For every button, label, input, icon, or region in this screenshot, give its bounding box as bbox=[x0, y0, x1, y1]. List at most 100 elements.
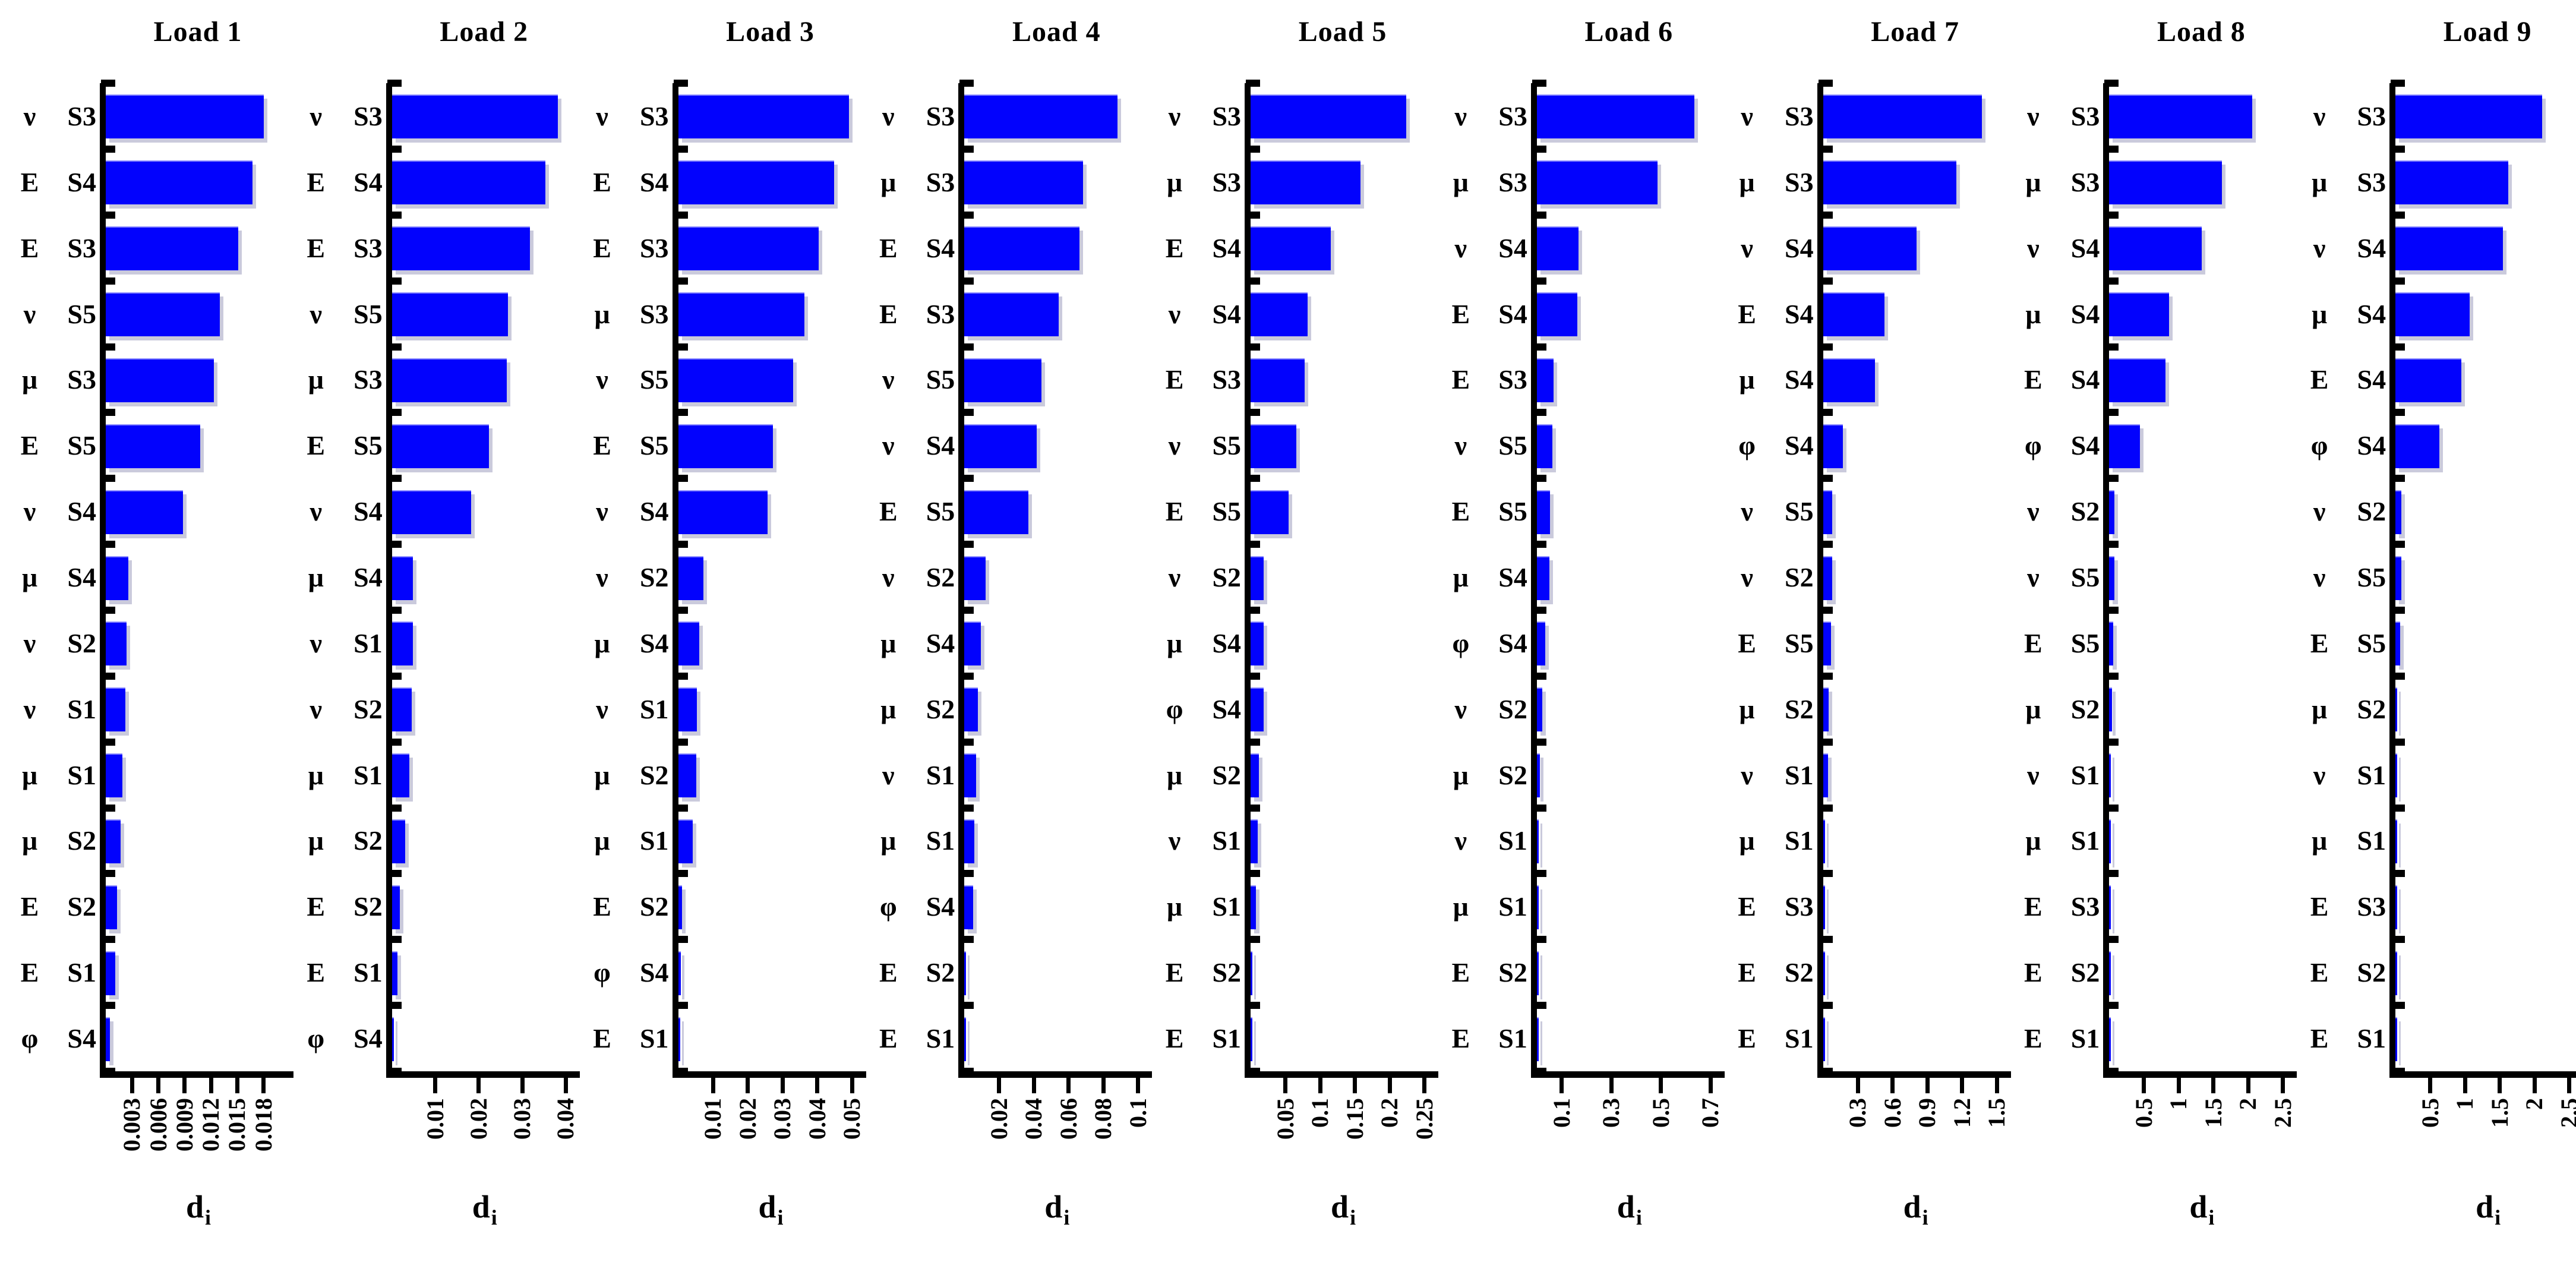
y-axis-line bbox=[958, 83, 965, 1078]
category-label: E S3 bbox=[1160, 347, 1241, 413]
y-tick bbox=[2391, 672, 2405, 680]
bar-μ-S3 bbox=[2109, 160, 2222, 205]
bar-μ-S2 bbox=[392, 819, 406, 863]
site-label: S4 bbox=[2070, 364, 2100, 395]
x-tick-label: 0.03 bbox=[509, 1098, 536, 1140]
parameter-symbol: E bbox=[20, 232, 39, 263]
x-axis-label: di bbox=[150, 1188, 245, 1229]
x-axis-line bbox=[386, 1071, 580, 1078]
category-label: φ S4 bbox=[1447, 610, 1527, 676]
x-tick bbox=[1031, 1078, 1036, 1093]
category-label: μ S4 bbox=[1733, 347, 1814, 413]
category-label: E S3 bbox=[874, 281, 955, 347]
category-label: ν S3 bbox=[1733, 83, 1813, 149]
category-label: E S2 bbox=[1160, 939, 1241, 1005]
parameter-symbol: ν bbox=[23, 496, 36, 527]
x-tick-label: 0.06 bbox=[1055, 1098, 1082, 1140]
site-label: S4 bbox=[1498, 627, 1527, 658]
bar-μ-S1 bbox=[1251, 885, 1257, 929]
site-label: S3 bbox=[353, 100, 383, 131]
category-label: φ S4 bbox=[874, 873, 955, 939]
category-label: E S4 bbox=[874, 215, 955, 281]
parameter-symbol: ν bbox=[882, 100, 895, 131]
parameter-symbol: E bbox=[2310, 627, 2329, 658]
site-label: S4 bbox=[926, 430, 955, 461]
y-axis-line bbox=[386, 83, 392, 1078]
y-tick bbox=[2104, 80, 2119, 87]
y-tick bbox=[2104, 145, 2119, 153]
parameter-symbol: ν bbox=[596, 100, 608, 131]
bar-μ-S1 bbox=[2109, 819, 2111, 863]
y-tick bbox=[2391, 1002, 2405, 1010]
x-axis-label: di bbox=[437, 1188, 532, 1229]
parameter-symbol: E bbox=[1451, 298, 1470, 329]
y-tick bbox=[673, 1002, 688, 1010]
parameter-symbol: E bbox=[1738, 891, 1756, 922]
panel-load-3: Load 3 ν S3 E S4 E S3 μ S3 ν S5 bbox=[573, 0, 866, 1265]
category-label: E S5 bbox=[1160, 478, 1241, 544]
bar-ν-S1 bbox=[964, 753, 976, 798]
site-label: S4 bbox=[639, 627, 669, 658]
site-label: S3 bbox=[1212, 364, 1242, 395]
parameter-symbol: μ bbox=[2312, 298, 2328, 329]
y-tick bbox=[2391, 211, 2405, 219]
bar-ν-S1 bbox=[1823, 753, 1828, 798]
category-label: E S4 bbox=[15, 149, 96, 215]
parameter-symbol: μ bbox=[2025, 693, 2041, 724]
x-tick-label: 1 bbox=[2451, 1098, 2479, 1110]
bar-ν-S5 bbox=[678, 358, 793, 402]
category-label: μ S1 bbox=[1447, 873, 1527, 939]
x-tick bbox=[711, 1078, 715, 1093]
parameter-symbol: E bbox=[1165, 496, 1184, 527]
site-label: S3 bbox=[67, 232, 96, 263]
category-label: E S1 bbox=[15, 939, 96, 1005]
x-axis-label: di bbox=[2440, 1188, 2535, 1229]
site-label: S2 bbox=[1212, 759, 1242, 790]
category-label: ν S1 bbox=[15, 676, 96, 742]
bar-μ-S4 bbox=[106, 556, 129, 600]
bar-φ-S4 bbox=[2109, 424, 2140, 468]
parameter-symbol: μ bbox=[2312, 693, 2328, 724]
x-tick bbox=[182, 1078, 187, 1093]
bar-ν-S4 bbox=[964, 424, 1037, 468]
site-label: S5 bbox=[1212, 496, 1242, 527]
parameter-symbol: E bbox=[879, 1023, 898, 1054]
site-label: S4 bbox=[639, 166, 669, 197]
bar-E-S2 bbox=[392, 885, 400, 929]
site-label: S1 bbox=[67, 759, 96, 790]
y-tick bbox=[387, 606, 402, 614]
panel-load-4: Load 4 ν S3 μ S3 E S4 E S3 ν S5 bbox=[858, 0, 1153, 1265]
y-tick bbox=[2391, 475, 2405, 482]
bar-μ-S1 bbox=[1823, 819, 1825, 863]
bar-μ-S3 bbox=[106, 358, 214, 402]
bar-ν-S4 bbox=[106, 490, 183, 534]
x-axis-label-subscript: i bbox=[205, 1206, 211, 1229]
y-tick bbox=[673, 870, 688, 878]
parameter-symbol: E bbox=[307, 166, 326, 197]
x-tick-label: 0.5 bbox=[1647, 1098, 1674, 1128]
site-label: S3 bbox=[353, 364, 383, 395]
site-label: S4 bbox=[1785, 430, 1814, 461]
category-label: ν S4 bbox=[588, 478, 668, 544]
y-tick bbox=[2104, 1002, 2119, 1010]
site-label: S2 bbox=[639, 562, 669, 593]
category-label: ν S4 bbox=[1160, 281, 1241, 347]
bar-μ-S4 bbox=[392, 556, 413, 600]
x-tick bbox=[1066, 1078, 1071, 1093]
y-tick bbox=[673, 277, 688, 285]
parameter-symbol: E bbox=[20, 430, 39, 461]
bar-ν-S3 bbox=[1823, 94, 1982, 139]
parameter-symbol: μ bbox=[1739, 693, 1755, 724]
y-axis-line bbox=[1530, 83, 1537, 1078]
bar-μ-S4 bbox=[1823, 358, 1876, 402]
x-axis-label-subscript: i bbox=[2208, 1206, 2215, 1229]
category-label: μ S2 bbox=[1733, 676, 1814, 742]
y-tick bbox=[959, 804, 974, 812]
parameter-symbol: E bbox=[879, 496, 898, 527]
y-tick bbox=[959, 672, 974, 680]
x-tick bbox=[130, 1078, 134, 1093]
parameter-symbol: E bbox=[20, 891, 39, 922]
parameter-symbol: E bbox=[1738, 298, 1756, 329]
y-tick bbox=[2391, 145, 2405, 153]
x-axis-line bbox=[1817, 1071, 2011, 1078]
